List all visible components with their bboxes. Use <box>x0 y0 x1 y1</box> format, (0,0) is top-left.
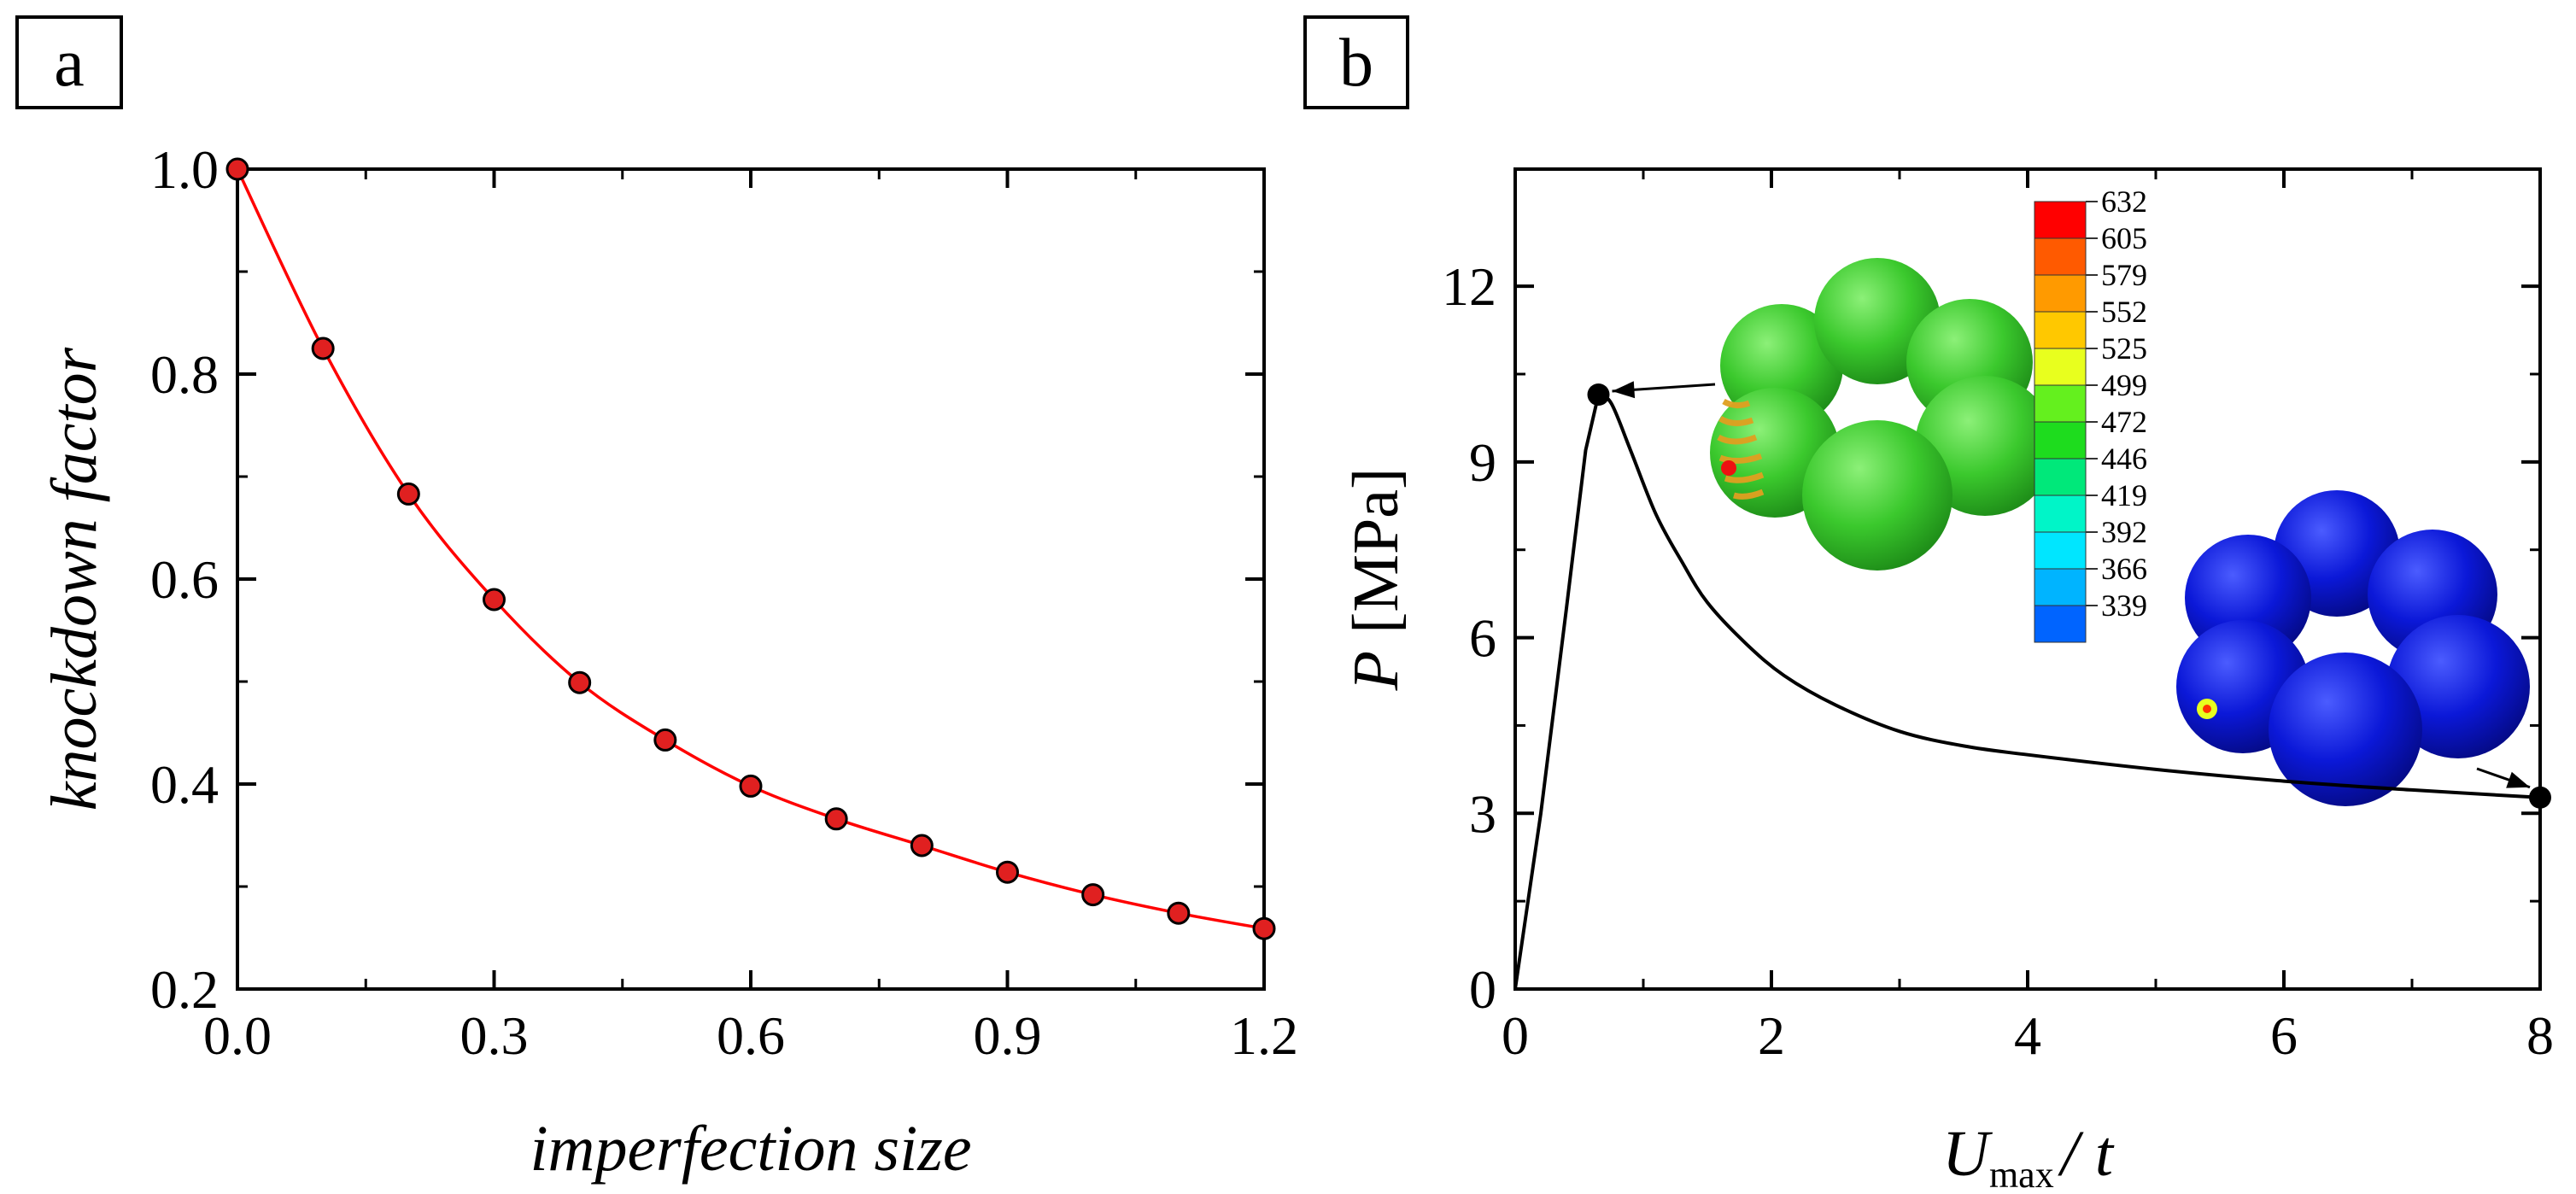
panel-b-ticks: 0 2 4 6 8 0 3 6 9 12 <box>1442 169 2554 1066</box>
panel-b-y-tick-label: 6 <box>1469 608 1496 669</box>
panel-b-y-axis-label: P [MPa] <box>1340 468 1412 692</box>
data-point <box>483 588 506 612</box>
panel-a-markers <box>225 157 1276 940</box>
panel-b-x-axis-label: Umax / t <box>1942 1118 2115 1194</box>
data-point <box>568 670 592 694</box>
colorbar-band <box>2034 237 2087 276</box>
data-point <box>1252 916 1276 940</box>
data-point <box>653 728 677 752</box>
colorbar-label: 339 <box>2101 588 2147 623</box>
data-point <box>824 807 848 831</box>
final-deformed-shells <box>2176 490 2530 806</box>
panel-a-y-tick-label: 0.2 <box>150 959 219 1020</box>
panel-a-y-tick-label: 1.0 <box>150 139 219 200</box>
panel-b-x-tick-label: 8 <box>2526 1005 2554 1066</box>
final-arrow-head <box>2506 771 2530 788</box>
peak-load-deformed-shells <box>1710 258 2055 571</box>
colorbar-label: 499 <box>2101 368 2147 402</box>
colorbar-band <box>2034 201 2087 239</box>
data-point <box>1081 883 1105 907</box>
colorbar-band <box>2034 348 2087 386</box>
shell-sphere <box>2386 615 2530 758</box>
colorbar-label: 366 <box>2101 552 2147 586</box>
colorbar-band <box>2034 311 2087 349</box>
panel-a-x-tick-label: 0.9 <box>974 1005 1042 1066</box>
panel-a-ticks: 0.0 0.3 0.6 0.9 1.2 0.2 0.4 0.6 0.8 1.0 <box>150 139 1298 1066</box>
panel-a-tag-box <box>15 15 123 109</box>
buckling-stripes <box>1717 398 1765 500</box>
panel-a-plot-frame <box>236 167 1266 991</box>
x-label-tail: / t <box>2058 1118 2115 1190</box>
panel-b-curve-layer <box>1513 391 2541 990</box>
panel-a-tag: a <box>54 26 85 101</box>
colorbar-band <box>2034 531 2087 570</box>
shell-sphere <box>2269 653 2422 806</box>
data-point <box>311 337 335 360</box>
panel-a-y-tick-label: 0.6 <box>150 549 219 610</box>
panel-a-x-axis-label: imperfection size <box>530 1113 971 1185</box>
stress-hotspot-core <box>2203 705 2211 713</box>
colorbar-band <box>2034 421 2087 459</box>
data-point <box>1167 901 1191 925</box>
data-point <box>996 860 1019 884</box>
highlight-point <box>2529 786 2551 809</box>
peak-arrow-head <box>1612 381 1636 399</box>
stress-hotspot <box>1721 460 1736 476</box>
panel-b-y-tick-label: 0 <box>1469 959 1496 1020</box>
panel-b-arrows <box>1612 381 2531 789</box>
panel-a-x-tick-label: 0.3 <box>460 1005 529 1066</box>
data-point <box>396 482 420 506</box>
highlight-point <box>1587 383 1610 406</box>
data-point <box>739 774 763 798</box>
colorbar-label: 552 <box>2101 295 2147 329</box>
panel-b: b 0 2 4 6 8 0 3 6 9 12 <box>1303 15 2554 1194</box>
colorbar-label: 472 <box>2101 405 2147 439</box>
colorbar-label: 579 <box>2101 258 2147 292</box>
colorbar-label: 605 <box>2101 221 2147 255</box>
panel-a: a 0.0 0.3 0.6 0.9 1.2 0.2 0.4 0.6 0.8 1.0 imperfe… <box>15 15 1298 1185</box>
colorbar-label: 419 <box>2101 478 2147 512</box>
panel-b-y-tick-label: 9 <box>1469 432 1496 493</box>
panel-b-y-tick-label: 12 <box>1442 256 1496 317</box>
colorbar-band <box>2034 605 2087 643</box>
panel-b-tag-box <box>1303 15 1409 109</box>
panel-a-y-tick-label: 0.4 <box>150 754 219 815</box>
x-label-main: U <box>1942 1118 1993 1190</box>
y-label-var: P <box>1340 651 1412 691</box>
colorbar-band <box>2034 495 2087 533</box>
panel-a-x-tick-label: 0.0 <box>203 1005 272 1066</box>
panel-b-x-tick-label: 4 <box>2014 1005 2041 1066</box>
panel-b-x-tick-label: 6 <box>2270 1005 2298 1066</box>
colorbar-band <box>2034 458 2087 496</box>
colorbar-label: 392 <box>2101 515 2147 549</box>
colorbar-band <box>2034 568 2087 606</box>
data-point <box>910 834 934 857</box>
panel-a-x-tick-label: 0.6 <box>717 1005 785 1066</box>
panel-a-curve-layer <box>236 168 1265 930</box>
colorbar-band <box>2034 274 2087 313</box>
panel-a-y-tick-label: 0.8 <box>150 344 219 405</box>
data-point <box>225 157 249 181</box>
x-label-sub: max <box>1989 1154 2054 1194</box>
panel-a-x-tick-label: 1.2 <box>1230 1005 1298 1066</box>
y-label-unit: [MPa] <box>1340 468 1412 634</box>
colorbar-band <box>2034 384 2087 423</box>
colorbar-label: 525 <box>2101 331 2147 366</box>
shell-sphere <box>1802 420 1952 571</box>
load-displacement-curve <box>1513 391 2541 990</box>
panel-a-y-axis-label: knockdown factor <box>38 347 110 811</box>
colorbar-label: 632 <box>2101 184 2147 219</box>
panel-b-highlight-points <box>1587 383 2551 809</box>
panel-b-x-tick-label: 2 <box>1758 1005 1785 1066</box>
panel-b-tag: b <box>1339 26 1373 101</box>
panel-b-x-tick-label: 0 <box>1502 1005 1529 1066</box>
knockdown-fit-line <box>236 168 1265 930</box>
colorbar-label: 446 <box>2101 442 2147 476</box>
panel-b-y-tick-label: 3 <box>1469 783 1496 844</box>
